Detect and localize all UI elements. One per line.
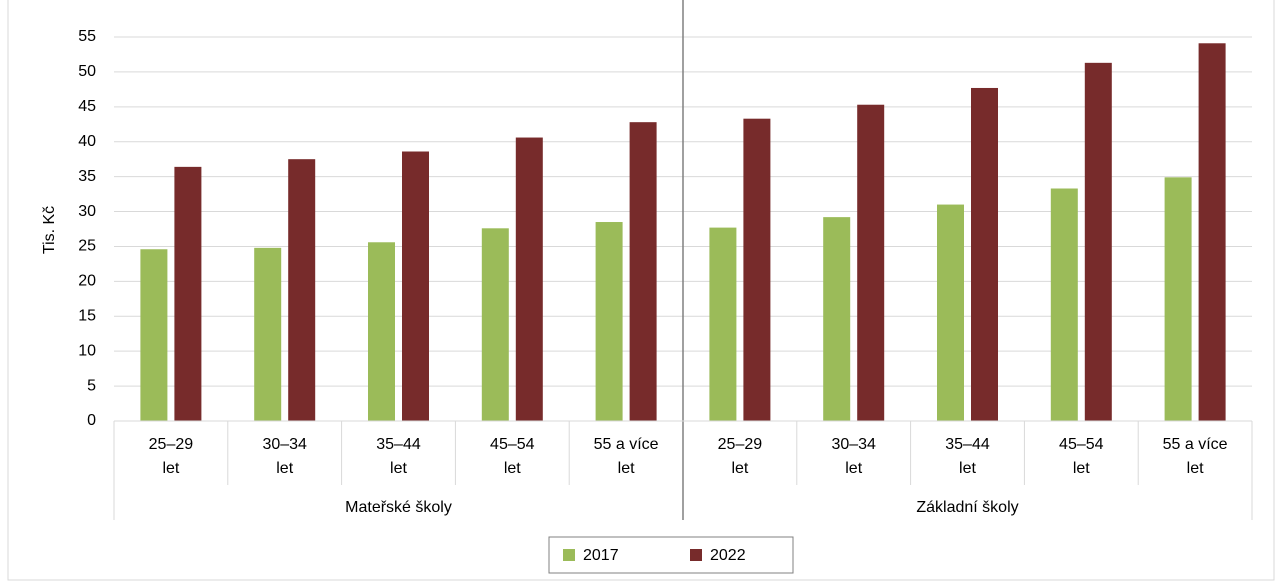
bar (823, 217, 851, 421)
bar (402, 151, 429, 421)
bar (743, 118, 771, 422)
bar (140, 249, 168, 421)
y-tick-label: 20 (78, 273, 96, 290)
y-tick-label: 45 (78, 98, 96, 115)
bar (1198, 43, 1226, 422)
x-tick-label: 55 a více let (593, 436, 659, 477)
x-tick-label: 55 a více let (1162, 436, 1228, 477)
x-tick-label: 45–54 let (1059, 436, 1104, 477)
legend-label: 2017 (583, 547, 619, 564)
legend-swatch (690, 549, 702, 561)
bar (368, 242, 395, 421)
y-tick-label: 10 (78, 342, 96, 359)
bar (288, 159, 316, 421)
y-tick-label: 5 (87, 377, 96, 394)
y-tick-label: 55 (78, 28, 96, 45)
y-tick-label: 50 (78, 63, 96, 80)
x-tick-label: 35–44 let (945, 436, 990, 477)
x-tick-label: 25–29 let (717, 436, 763, 477)
y-tick-label: 30 (78, 203, 96, 220)
y-axis-label: Tis. Kč (41, 206, 58, 254)
bar (595, 222, 623, 421)
bar (971, 87, 998, 421)
x-tick-label: 30–34 let (262, 436, 307, 477)
legend-label: 2022 (710, 547, 746, 564)
y-tick-label: 25 (78, 238, 96, 255)
legend-swatch (563, 549, 575, 561)
x-tick-label: 30–34 let (831, 436, 876, 477)
bar (629, 122, 657, 421)
bar (481, 228, 509, 421)
bar (1050, 188, 1078, 421)
bar (937, 204, 964, 421)
y-tick-label: 0 (87, 412, 96, 429)
bar (1084, 62, 1112, 421)
legend-box (548, 536, 794, 574)
bar (857, 104, 885, 421)
chart-border (7, 0, 1275, 581)
group-label: Mateřské školy (345, 499, 452, 516)
x-tick-label: 25–29 let (148, 436, 194, 477)
x-tick-label: 35–44 let (376, 436, 421, 477)
y-tick-label: 40 (78, 133, 96, 150)
y-tick-label: 35 (78, 168, 96, 185)
group-label: Základní školy (916, 499, 1018, 516)
bar (1164, 177, 1192, 421)
x-tick-label: 45–54 let (490, 436, 535, 477)
bar (515, 137, 543, 421)
bar (174, 166, 202, 421)
y-tick-label: 15 (78, 307, 96, 324)
bar (254, 247, 282, 421)
bar (709, 227, 737, 421)
